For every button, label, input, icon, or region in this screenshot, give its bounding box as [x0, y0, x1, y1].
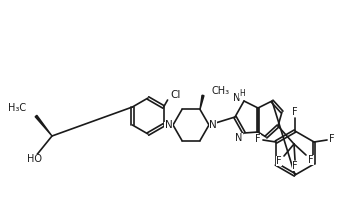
Text: Cl: Cl — [171, 90, 181, 100]
Text: N: N — [209, 120, 217, 130]
Polygon shape — [35, 115, 52, 136]
Text: N: N — [235, 133, 243, 143]
Text: F: F — [292, 161, 298, 171]
Text: F: F — [308, 155, 314, 165]
Text: HO: HO — [27, 154, 42, 164]
Text: N: N — [233, 93, 241, 103]
Text: H: H — [239, 88, 245, 98]
Text: F: F — [276, 156, 282, 166]
Polygon shape — [200, 95, 204, 109]
Text: CH₃: CH₃ — [212, 86, 230, 97]
Text: F: F — [255, 134, 261, 144]
Text: F: F — [292, 107, 298, 117]
Text: N: N — [165, 120, 173, 130]
Text: N: N — [165, 123, 172, 133]
Text: F: F — [329, 134, 335, 144]
Text: H₃C: H₃C — [8, 103, 26, 113]
